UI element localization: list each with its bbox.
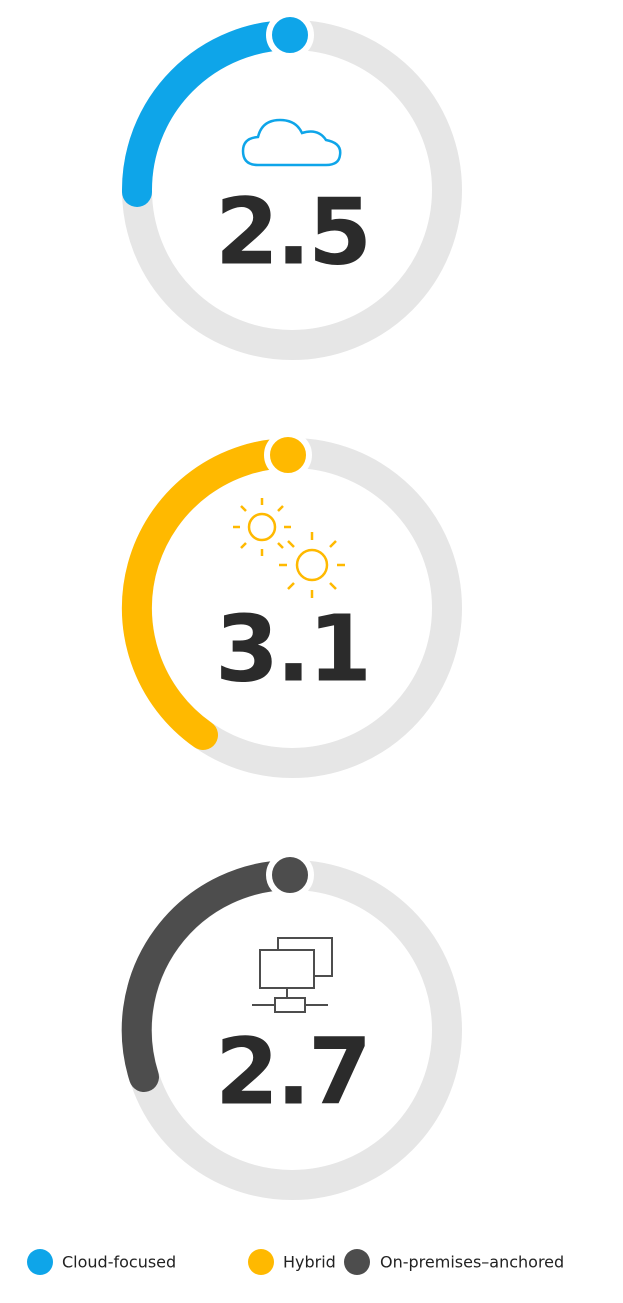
ring-arc (121, 859, 307, 1092)
network-icon (252, 937, 333, 1013)
legend-label: On-premises–anchored (380, 1253, 564, 1272)
ring-knob (266, 11, 314, 59)
gauge-hybrid: 3.1 (121, 431, 462, 778)
gauge-value: 3.1 (215, 595, 369, 702)
gauge-onprem: 2.7 (121, 851, 462, 1200)
legend-swatch (344, 1249, 370, 1275)
ring-arc (121, 438, 307, 750)
ring-knob (264, 431, 312, 479)
ring-arc (121, 20, 307, 207)
legend-swatch (248, 1249, 274, 1275)
legend: Cloud-focused Hybrid On-premises–anchore… (27, 1249, 564, 1275)
gauge-cloud: 2.5 (121, 11, 462, 360)
ring-knob (266, 851, 314, 899)
legend-label: Hybrid (283, 1253, 336, 1272)
sun-icon (233, 498, 345, 598)
legend-swatch (27, 1249, 53, 1275)
legend-label: Cloud-focused (62, 1253, 176, 1272)
gauge-value: 2.5 (215, 178, 369, 285)
gauge-value: 2.7 (215, 1018, 369, 1125)
cloud-icon (241, 118, 342, 167)
